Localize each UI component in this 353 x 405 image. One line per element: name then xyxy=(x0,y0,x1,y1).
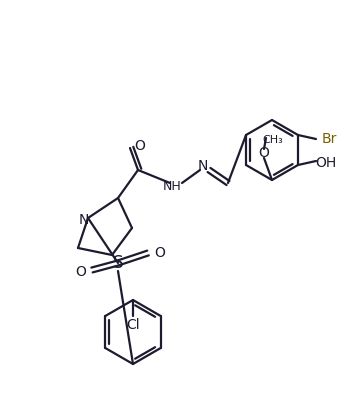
Text: N: N xyxy=(198,159,208,173)
Text: O: O xyxy=(258,146,269,160)
Text: O: O xyxy=(134,139,145,153)
Text: Cl: Cl xyxy=(126,318,140,332)
Text: NH: NH xyxy=(163,181,181,194)
Text: O: O xyxy=(76,265,86,279)
Text: CH₃: CH₃ xyxy=(263,135,283,145)
Text: S: S xyxy=(113,254,123,272)
Text: OH: OH xyxy=(315,156,337,170)
Text: Br: Br xyxy=(321,132,337,146)
Text: N: N xyxy=(79,213,89,227)
Text: O: O xyxy=(155,246,166,260)
